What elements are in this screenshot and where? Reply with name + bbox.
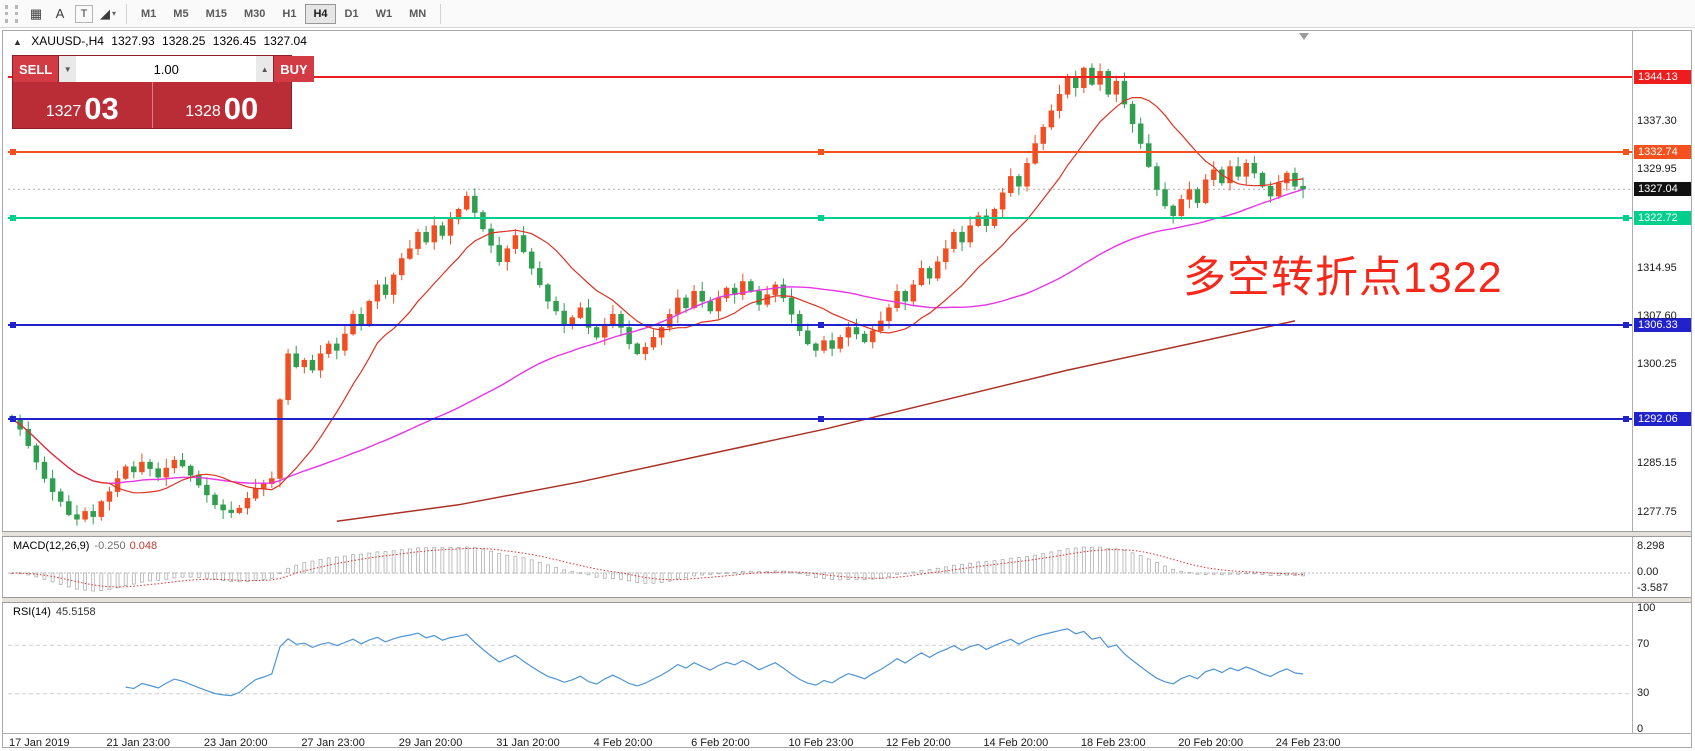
sell-price-pips: 03 — [84, 91, 119, 126]
timeframe-button-m1[interactable]: M1 — [133, 4, 164, 24]
buy-price-pips: 00 — [223, 91, 259, 126]
ma-long-line — [336, 320, 1296, 522]
volume-increase-button[interactable]: ▲ — [256, 56, 274, 82]
timeframe-button-mn[interactable]: MN — [401, 4, 434, 24]
rsi-value: 45.5158 — [55, 606, 96, 618]
ma-fast-line — [11, 96, 1304, 494]
buy-price-main: 1328 — [185, 103, 221, 120]
chart-window — [2, 30, 1692, 748]
timeframe-button-w1[interactable]: W1 — [368, 4, 401, 24]
chart-ohlc-header: ▲ XAUUSD-,H4 1327.93 1328.25 1326.45 132… — [13, 34, 311, 48]
ohlc-close: 1327.04 — [263, 34, 307, 48]
sell-price-main: 1327 — [45, 103, 82, 120]
ma-lines — [11, 96, 1304, 522]
ohlc-open: 1327.93 — [111, 34, 155, 48]
buy-button[interactable]: BUY — [274, 56, 314, 82]
timeframe-button-h4[interactable]: H4 — [305, 3, 336, 24]
candlestick-series — [9, 63, 1306, 526]
one-click-collapse-icon[interactable]: ▲ — [13, 37, 22, 47]
ohlc-low: 1326.45 — [212, 34, 257, 48]
grid-icon[interactable]: ▦ — [24, 3, 48, 25]
chart-text-annotation: 多空转折点1322 — [1183, 254, 1503, 302]
macd-signal-value: 0.048 — [129, 540, 158, 552]
macd-signal-line — [11, 547, 1304, 588]
volume-decrease-button[interactable]: ▼ — [59, 56, 77, 82]
macd-header: MACD(12,26,9) -0.250 0.048 — [13, 540, 157, 552]
toolbar-grip-icon — [5, 4, 18, 23]
macd-main-value: -0.250 — [94, 540, 126, 552]
toolbar-separator — [126, 3, 128, 24]
rsi-panel — [8, 628, 1632, 697]
toolbar-separator-2 — [440, 3, 442, 24]
cursor-tool-icon[interactable]: A — [48, 3, 72, 25]
volume-input[interactable] — [76, 56, 257, 82]
rsi-line — [125, 628, 1304, 697]
top-toolbar: ▦ A T ◢ ▾ M1 M5 M15 M30 H1 H4 D1 W1 MN — [0, 0, 1695, 28]
text-tool-icon[interactable]: T — [75, 4, 93, 23]
timeframe-button-m30[interactable]: M30 — [236, 4, 273, 24]
timeframe-button-d1[interactable]: D1 — [337, 4, 367, 24]
sell-price-button[interactable]: 1327 03 — [13, 82, 153, 128]
line-tools-icon[interactable]: ◢ ▾ — [96, 3, 120, 25]
macd-histogram — [8, 546, 1632, 592]
timeframe-button-m15[interactable]: M15 — [198, 4, 235, 24]
volume-spinner: ▼ ▲ — [58, 56, 275, 82]
symbol-label: XAUUSD-,H4 — [31, 34, 104, 48]
sell-button[interactable]: SELL — [13, 56, 59, 82]
ma-slow-line — [11, 188, 1304, 485]
macd-label: MACD(12,26,9) — [13, 540, 90, 552]
ohlc-high: 1328.25 — [162, 34, 206, 48]
timeframe-button-h1[interactable]: H1 — [274, 4, 304, 24]
buy-price-button[interactable]: 1328 00 — [153, 82, 292, 128]
rsi-header: RSI(14) 45.5158 — [13, 606, 96, 618]
one-click-prices: 1327 03 1328 00 — [13, 82, 291, 128]
rsi-label: RSI(14) — [13, 606, 51, 618]
timeframe-button-m5[interactable]: M5 — [165, 4, 196, 24]
